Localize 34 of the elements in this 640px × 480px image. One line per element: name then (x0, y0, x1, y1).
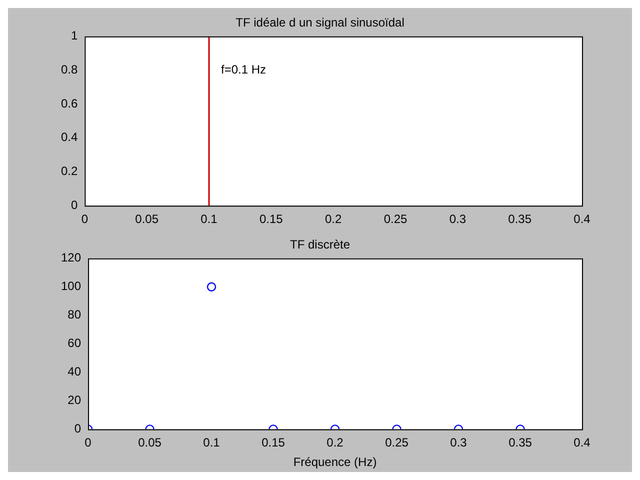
annotation: f=0.1 Hz (221, 62, 266, 77)
x-axis-title: Fréquence (Hz) (293, 455, 377, 470)
x-tick-label: 0.15 (262, 436, 286, 450)
y-tick-label: 20 (68, 393, 82, 408)
y-tick-label: 0.6 (60, 96, 78, 110)
x-tick-label: 0.15 (259, 212, 284, 226)
x-tick-label: 0.35 (508, 212, 532, 226)
x-tick-label: 0.1 (200, 212, 218, 226)
y-tick-label: 40 (68, 364, 82, 379)
y-tick-label: 0.4 (60, 130, 78, 144)
x-tick-label: 0.25 (384, 212, 408, 226)
x-tick-label: 0.4 (574, 436, 591, 450)
x-tick-label: 0.1 (203, 436, 220, 450)
chart-title: TF idéale d un signal sinusoïdal (236, 16, 404, 30)
y-tick-label: 0 (74, 422, 82, 436)
y-tick-label: 100 (60, 279, 82, 294)
y-tick-label: 0.2 (60, 164, 78, 178)
x-tick-label: 0.4 (574, 212, 591, 226)
y-tick-label: 80 (68, 308, 82, 322)
x-tick-label: 0.05 (138, 436, 162, 450)
y-tick-label: 0.8 (60, 62, 78, 77)
y-tick-label: 1 (70, 28, 78, 43)
y-tick-label: 60 (68, 336, 82, 350)
x-tick-label: 0.3 (449, 212, 466, 226)
x-tick-label: 0.25 (385, 436, 409, 450)
x-tick-label: 0.3 (450, 436, 468, 450)
x-tick-label: 0.05 (135, 212, 159, 226)
chart-title: TF discrète (290, 238, 350, 252)
x-tick-label: 0.35 (508, 436, 532, 450)
y-tick-label: 120 (60, 250, 82, 265)
x-tick-label: 0.2 (326, 436, 344, 450)
y-tick-label: 0 (70, 198, 78, 212)
x-tick-label: 0 (84, 436, 92, 450)
x-tick-label: 0.2 (324, 212, 342, 226)
